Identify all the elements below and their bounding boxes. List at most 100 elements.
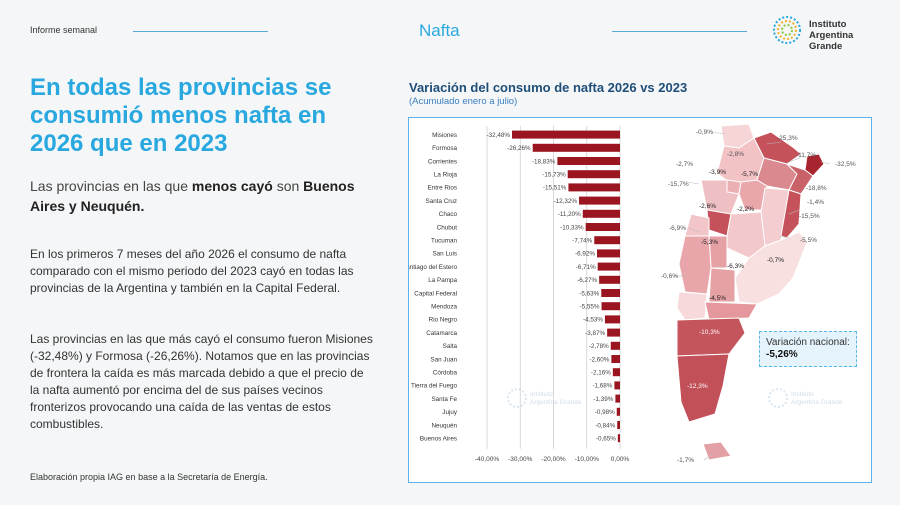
- logo-line-1: Instituto: [809, 19, 847, 30]
- map-labels: -0,9% -25,3% -2,8% -11,7% -32,5% -2,7% -…: [661, 129, 856, 464]
- bar: [557, 157, 620, 165]
- watermark-left-line-1: Instituto: [530, 391, 553, 398]
- category-label: Mendoza: [431, 304, 457, 311]
- map-label-buenos-aires: -0,7%: [767, 257, 784, 264]
- bar: [582, 209, 620, 218]
- map-label-chubut: -10,3%: [699, 329, 720, 336]
- bar: [612, 368, 620, 377]
- x-tick-label: 0,00%: [611, 456, 630, 463]
- category-label: Formosa: [432, 145, 457, 152]
- bar: [567, 170, 620, 179]
- map-region-neuquen: [676, 291, 708, 321]
- category-label: San Juan: [430, 356, 457, 363]
- watermark-right-line-2: Argentina Grande: [791, 399, 843, 406]
- report-label: Informe semanal: [30, 25, 98, 35]
- bar-value-label: -15,51%: [543, 185, 567, 192]
- map-region-rio-negro: [704, 301, 758, 321]
- map-region-buenos-aires: [734, 231, 808, 305]
- subhead-bold-1: menos cayó: [191, 178, 273, 194]
- section-title: Nafta: [419, 21, 460, 40]
- bar-value-label: -7,74%: [572, 238, 592, 245]
- bar: [585, 223, 620, 231]
- category-label: Córdoba: [433, 370, 458, 377]
- bar-value-label: -12,32%: [554, 198, 578, 205]
- category-label: Corrientes: [428, 158, 457, 165]
- subhead-part-2: son: [272, 178, 304, 194]
- logo: Instituto Argentina Grande: [772, 15, 882, 52]
- category-label: Chaco: [439, 211, 458, 218]
- bar-value-label: -2,78%: [589, 343, 609, 350]
- bar-value-label: -26,26%: [507, 145, 531, 152]
- category-label: Misiones: [432, 132, 457, 139]
- watermark-left-icon: [507, 388, 527, 408]
- bar-value-label: -4,53%: [583, 317, 603, 324]
- map-leader-lines: [673, 131, 831, 461]
- bar-value-label: -18,83%: [532, 158, 556, 165]
- map-region-la-pampa: [708, 267, 736, 303]
- chart-subtitle: (Acumulado enero a julio): [409, 96, 518, 107]
- paragraph-1: En los primeros 7 meses del año 2026 el …: [30, 247, 354, 295]
- category-label: Santiago del Estero: [409, 264, 457, 271]
- map-label-tierra-fuego: -1,7%: [677, 457, 694, 464]
- logo-text: Instituto Argentina Grande: [809, 19, 882, 52]
- bar: [610, 341, 620, 350]
- watermark-right-icon: [768, 388, 788, 408]
- bar-value-label: -11,20%: [558, 211, 581, 218]
- national-variation-box: Variación nacional: -5,26%: [759, 331, 857, 367]
- category-label: Buenos Aires: [420, 436, 457, 443]
- x-tick-label: -10,00%: [575, 456, 599, 463]
- headline: En todas las provincias se consumió meno…: [30, 74, 332, 157]
- bar: [568, 183, 620, 192]
- category-label: Tierra del Fuego: [411, 383, 457, 390]
- map-label-san-juan: -2,6%: [699, 203, 716, 210]
- watermark-left-line-2: Argentina Grande: [530, 399, 582, 406]
- bar-value-label: -1,39%: [593, 396, 613, 403]
- map-label-formosa: -25,3%: [777, 135, 798, 142]
- category-label: Catamarca: [426, 330, 457, 337]
- bar-value-label: -6,92%: [575, 251, 595, 258]
- bar-value-label: -6,71%: [576, 264, 596, 271]
- bar: [614, 381, 620, 390]
- x-axis: -40,00% -30,00% -20,00% -10,00% 0,00%: [475, 456, 630, 463]
- bar: [601, 289, 620, 297]
- subhead: Las provincias en las que menos cayó son…: [30, 176, 370, 216]
- bar: [512, 130, 620, 139]
- map-label-mendoza: -5,3%: [701, 239, 718, 246]
- bar: [596, 249, 620, 258]
- argentina-map: [676, 123, 825, 461]
- logo-mark-icon: [773, 16, 801, 44]
- category-label: La Rioja: [434, 172, 458, 179]
- map-label-misiones: -32,5%: [835, 161, 856, 168]
- map-label-la-rioja: -15,7%: [668, 181, 689, 188]
- bar-value-label: -0,98%: [595, 409, 615, 416]
- bar-value-label: -6,27%: [577, 277, 597, 284]
- bar: [615, 394, 620, 403]
- map-region-santa-cruz: [676, 353, 730, 423]
- bar: [597, 262, 620, 271]
- map-region-entre-rios: [780, 189, 802, 239]
- bar-value-label: -32,48%: [487, 132, 511, 139]
- bar-value-label: -2,60%: [589, 356, 609, 363]
- bar: [532, 143, 620, 152]
- source-note: Elaboración propia IAG en base a la Secr…: [30, 472, 268, 482]
- map-label-cordoba: -2,2%: [737, 206, 754, 213]
- map-label-neuquen: -0,6%: [661, 273, 678, 280]
- chart-panel: Misiones -32,48% Formosa -26,26% Corrientes -…: [402, 117, 872, 483]
- map-label-tucuman: -3,9%: [709, 169, 726, 176]
- category-label: Capital Federal: [414, 290, 457, 297]
- chart-title: Variación del consumo de nafta 2026 vs 2…: [409, 80, 688, 95]
- watermark-right-line-1: Instituto: [791, 391, 814, 398]
- map-label-corrientes: -18,8%: [806, 185, 827, 192]
- category-label: Tucuman: [431, 238, 458, 245]
- map-region-chubut: [676, 317, 746, 357]
- bar: [607, 328, 620, 337]
- bar-value-label: -5,63%: [579, 290, 599, 297]
- national-variation-label: Variación nacional:: [766, 337, 850, 348]
- bar-value-label: -5,55%: [580, 304, 600, 311]
- map-label-jujuy: -0,9%: [696, 129, 713, 136]
- category-label: Chubut: [437, 224, 458, 231]
- category-label: San Luis: [432, 251, 457, 258]
- map-label-salta: -2,8%: [727, 151, 744, 158]
- map-label-san-luis: -6,9%: [669, 225, 686, 232]
- x-tick-label: -20,00%: [541, 456, 565, 463]
